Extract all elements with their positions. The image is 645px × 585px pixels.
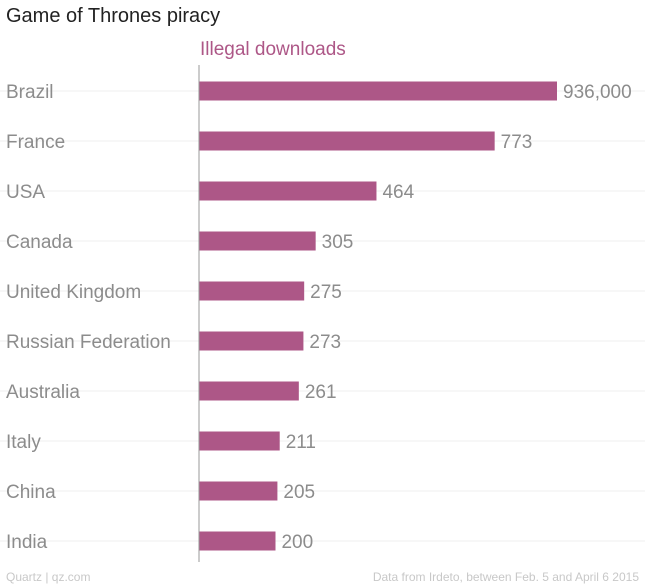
bar: [199, 181, 377, 201]
category-label: Canada: [6, 232, 73, 253]
data-source-note: Data from Irdeto, between Feb. 5 and Apr…: [372, 570, 639, 584]
value-label: 773: [501, 132, 533, 153]
bar: [199, 81, 557, 101]
value-label: 273: [309, 332, 341, 353]
value-label: 200: [281, 532, 313, 553]
bar: [199, 131, 495, 151]
bar: [199, 481, 278, 501]
chart-title: Game of Thrones piracy: [6, 5, 221, 27]
category-label: Australia: [6, 382, 80, 403]
bar: [199, 381, 299, 401]
value-label: 305: [322, 232, 354, 253]
gridlines: [0, 90, 645, 542]
series-label: Illegal downloads: [200, 39, 346, 60]
category-label: Russian Federation: [6, 332, 171, 353]
bar: [199, 531, 276, 551]
value-label: 261: [305, 382, 337, 403]
category-label: United Kingdom: [6, 282, 141, 303]
value-label: 275: [310, 282, 342, 303]
bar: [199, 431, 280, 451]
value-label: 464: [382, 182, 414, 203]
category-labels: Brazil France USA Canada United Kingdom Russi…: [6, 82, 171, 553]
value-label: 205: [283, 482, 315, 503]
source-credit: Quartz | qz.com: [6, 570, 91, 584]
category-label: France: [6, 132, 65, 153]
bar: [199, 281, 305, 301]
value-labels: 936,000 773 464 305 275 273 261 211 205 200: [281, 82, 631, 553]
bar: [199, 231, 316, 251]
bar: [199, 331, 304, 351]
category-label: Italy: [6, 432, 41, 453]
category-label: Brazil: [6, 82, 54, 103]
category-label: China: [6, 482, 56, 503]
value-label: 936,000: [563, 82, 632, 103]
value-label: 211: [286, 432, 316, 453]
bars: [199, 81, 557, 551]
category-label: India: [6, 532, 48, 553]
category-label: USA: [6, 182, 45, 203]
